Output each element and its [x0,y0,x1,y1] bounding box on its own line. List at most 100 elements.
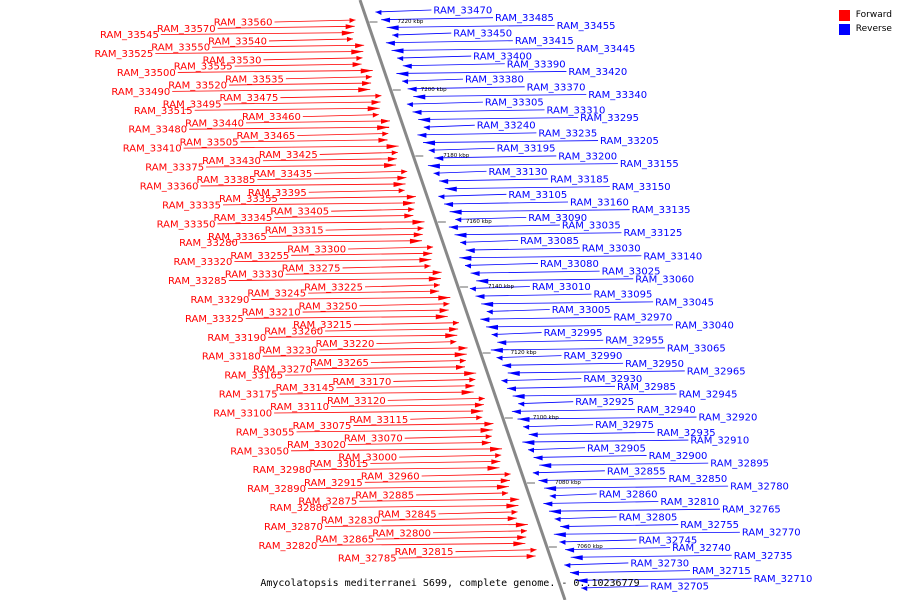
axis-tick-label: 7180 kbp [443,153,469,159]
reverse-gene-label: RAM_33140 [643,251,702,262]
forward-gene-label: RAM_33020 [287,440,346,451]
gene-arrow [522,440,535,446]
gene-arrow [490,446,503,452]
gene-arrow [449,326,459,332]
forward-gene-label: RAM_33360 [140,181,199,192]
gene-arrow [433,171,440,177]
gene-arrow [385,40,395,46]
forward-gene-label: RAM_32830 [321,516,380,527]
forward-gene-label: RAM_32890 [247,484,306,495]
gene-arrow [356,55,363,61]
forward-gene-label: RAM_33180 [202,352,261,363]
gene-arrow [465,263,472,269]
gene-leader-line [399,454,502,458]
gene-leader-line [512,393,677,397]
gene-leader-line [291,252,433,256]
forward-gene-label: RAM_33110 [270,402,329,413]
legend-forward-label: Forward [855,10,892,20]
gene-leader-line [308,290,440,294]
gene-leader-line [285,76,372,80]
forward-gene-label: RAM_32800 [372,528,431,539]
forward-gene-label: RAM_33330 [225,270,284,281]
reverse-gene-label: RAM_33150 [612,182,671,193]
gene-leader-line [410,416,483,420]
gene-leader-line [396,71,567,74]
gene-arrow [392,33,399,39]
reverse-gene-label: RAM_32970 [613,313,672,324]
reverse-gene-label: RAM_33065 [667,343,726,354]
forward-gene-label: RAM_32815 [395,547,454,558]
gene-arrow [349,18,356,23]
gene-arrow [427,245,434,251]
gene-arrow [486,309,493,315]
gene-leader-line [438,511,518,515]
forward-gene-label: RAM_33475 [220,93,279,104]
reverse-gene-label: RAM_33445 [577,44,636,55]
gene-arrow [372,112,379,118]
gene-arrow [406,194,416,200]
gene-leader-line [296,429,493,433]
gene-arrow [402,200,415,206]
gene-leader-line [268,234,423,237]
gene-leader-line [523,424,594,428]
gene-leader-line [397,55,472,59]
gene-arrow [460,240,467,246]
reverse-gene-label: RAM_33295 [580,113,639,124]
forward-gene-label: RAM_33515 [134,106,193,117]
gene-leader-line [285,372,477,376]
gene-arrow [502,363,512,369]
gene-arrow [504,472,511,478]
forward-gene-label: RAM_33385 [197,175,256,186]
gene-leader-line [297,133,389,136]
forward-gene-label: RAM_33245 [247,289,306,300]
reverse-gene-label: RAM_33060 [635,274,694,285]
gene-leader-line [506,385,616,389]
gene-leader-line [539,462,709,466]
gene-arrow [543,501,553,507]
reverse-gene-label: RAM_32935 [657,428,716,439]
gene-arrow [484,421,494,427]
gene-arrow [496,355,503,361]
gene-arrow [391,150,398,156]
gene-leader-line [313,467,500,471]
gene-leader-line [423,124,475,128]
axis-tick-label: 7200 kbp [421,87,447,93]
reverse-gene-label: RAM_33090 [528,213,587,224]
forward-gene-label: RAM_33570 [157,24,216,35]
gene-leader-line [538,478,667,481]
forward-gene-label: RAM_33465 [236,131,295,142]
forward-gene-label: RAM_33480 [128,125,187,136]
gene-arrow [413,94,426,100]
gene-arrow [428,148,435,154]
gene-leader-line [376,341,457,344]
reverse-gene-label: RAM_32735 [734,551,793,562]
gene-arrow [469,377,476,383]
gene-arrow [341,30,354,36]
reverse-swatch [838,23,850,35]
forward-gene-label: RAM_32915 [304,478,363,489]
reverse-gene-label: RAM_32900 [649,451,708,462]
gene-arrow [402,79,409,85]
gene-arrow [459,358,466,364]
forward-gene-label: RAM_33300 [287,245,346,256]
gene-arrow [417,226,424,232]
gene-arrow [565,547,575,553]
reverse-gene-label: RAM_32930 [583,374,642,385]
gene-arrow [548,509,561,515]
gene-leader-line [427,163,618,166]
forward-gene-label: RAM_32820 [259,541,318,552]
gene-leader-line [307,486,509,490]
gene-leader-line [302,309,449,313]
gene-arrow [560,524,570,530]
gene-arrow [452,320,459,326]
axis-tick-label: 7140 kbp [488,284,514,290]
gene-leader-line [533,455,647,458]
reverse-gene-label: RAM_33040 [675,320,734,331]
gene-leader-line [517,416,697,420]
gene-arrow [511,509,518,515]
gene-leader-line [381,517,517,521]
gene-leader-line [263,57,363,61]
reverse-gene-label: RAM_32860 [599,489,658,500]
gene-arrow [418,117,431,123]
forward-gene-label: RAM_33500 [117,68,176,79]
